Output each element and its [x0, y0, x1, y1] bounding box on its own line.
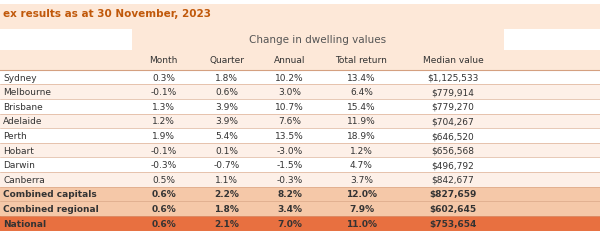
Text: -0.3%: -0.3%: [277, 175, 302, 184]
Text: Sydney: Sydney: [3, 73, 37, 82]
Text: 1.2%: 1.2%: [152, 117, 175, 126]
Text: 1.1%: 1.1%: [215, 175, 238, 184]
FancyBboxPatch shape: [0, 70, 600, 85]
Text: Melbourne: Melbourne: [3, 88, 51, 97]
FancyBboxPatch shape: [0, 85, 600, 100]
Text: $1,125,533: $1,125,533: [427, 73, 479, 82]
Text: ex results as at 30 November, 2023: ex results as at 30 November, 2023: [3, 9, 211, 19]
Text: 7.9%: 7.9%: [349, 204, 374, 213]
Text: Median value: Median value: [422, 56, 484, 65]
Text: 1.8%: 1.8%: [214, 204, 239, 213]
Text: Adelaide: Adelaide: [3, 117, 43, 126]
Text: Combined regional: Combined regional: [3, 204, 99, 213]
Text: 11.0%: 11.0%: [346, 219, 377, 228]
Text: 6.4%: 6.4%: [350, 88, 373, 97]
Text: -0.7%: -0.7%: [214, 161, 239, 170]
Text: 18.9%: 18.9%: [347, 131, 376, 140]
FancyBboxPatch shape: [0, 216, 600, 231]
Text: Quarter: Quarter: [209, 56, 244, 65]
Text: Darwin: Darwin: [3, 161, 35, 170]
Text: $842,677: $842,677: [431, 175, 475, 184]
Text: Canberra: Canberra: [3, 175, 45, 184]
FancyBboxPatch shape: [0, 158, 600, 172]
Text: Month: Month: [149, 56, 178, 65]
Text: 10.7%: 10.7%: [275, 102, 304, 111]
Text: 2.1%: 2.1%: [214, 219, 239, 228]
Text: 7.6%: 7.6%: [278, 117, 301, 126]
Text: 12.0%: 12.0%: [346, 190, 377, 199]
Text: $646,520: $646,520: [431, 131, 475, 140]
Text: -0.3%: -0.3%: [151, 161, 176, 170]
Text: $496,792: $496,792: [431, 161, 475, 170]
Text: 3.9%: 3.9%: [215, 102, 238, 111]
FancyBboxPatch shape: [0, 51, 600, 70]
Text: Annual: Annual: [274, 56, 305, 65]
Text: 1.3%: 1.3%: [152, 102, 175, 111]
FancyBboxPatch shape: [132, 30, 504, 51]
Text: 1.8%: 1.8%: [215, 73, 238, 82]
Text: Hobart: Hobart: [3, 146, 34, 155]
Text: -3.0%: -3.0%: [277, 146, 302, 155]
Text: 2.2%: 2.2%: [214, 190, 239, 199]
Text: $779,270: $779,270: [431, 102, 475, 111]
Text: 0.3%: 0.3%: [152, 73, 175, 82]
Text: 15.4%: 15.4%: [347, 102, 376, 111]
Text: 8.2%: 8.2%: [277, 190, 302, 199]
Text: Perth: Perth: [3, 131, 27, 140]
FancyBboxPatch shape: [0, 5, 600, 30]
Text: 10.2%: 10.2%: [275, 73, 304, 82]
Text: Brisbane: Brisbane: [3, 102, 43, 111]
Text: -1.5%: -1.5%: [277, 161, 302, 170]
Text: Total return: Total return: [335, 56, 388, 65]
Text: 0.1%: 0.1%: [215, 146, 238, 155]
Text: 3.0%: 3.0%: [278, 88, 301, 97]
FancyBboxPatch shape: [0, 201, 600, 216]
Text: National: National: [3, 219, 46, 228]
Text: 5.4%: 5.4%: [215, 131, 238, 140]
Text: 0.5%: 0.5%: [152, 175, 175, 184]
FancyBboxPatch shape: [0, 129, 600, 143]
Text: 1.9%: 1.9%: [152, 131, 175, 140]
Text: 3.7%: 3.7%: [350, 175, 373, 184]
Text: 0.6%: 0.6%: [151, 204, 176, 213]
Text: 4.7%: 4.7%: [350, 161, 373, 170]
FancyBboxPatch shape: [0, 172, 600, 187]
Text: -0.1%: -0.1%: [151, 146, 176, 155]
FancyBboxPatch shape: [0, 187, 600, 201]
Text: 3.9%: 3.9%: [215, 117, 238, 126]
Text: 13.5%: 13.5%: [275, 131, 304, 140]
Text: Change in dwelling values: Change in dwelling values: [250, 35, 386, 45]
FancyBboxPatch shape: [0, 100, 600, 114]
FancyBboxPatch shape: [0, 143, 600, 158]
Text: $827,659: $827,659: [430, 190, 476, 199]
Text: 7.0%: 7.0%: [277, 219, 302, 228]
Text: $602,645: $602,645: [430, 204, 476, 213]
Text: $704,267: $704,267: [431, 117, 475, 126]
Text: Combined capitals: Combined capitals: [3, 190, 97, 199]
Text: 11.9%: 11.9%: [347, 117, 376, 126]
Text: 0.6%: 0.6%: [151, 219, 176, 228]
Text: 3.4%: 3.4%: [277, 204, 302, 213]
Text: $753,654: $753,654: [430, 219, 476, 228]
Text: 1.2%: 1.2%: [350, 146, 373, 155]
Text: $779,914: $779,914: [431, 88, 475, 97]
FancyBboxPatch shape: [0, 114, 600, 129]
Text: 13.4%: 13.4%: [347, 73, 376, 82]
Text: 0.6%: 0.6%: [151, 190, 176, 199]
Text: -0.1%: -0.1%: [151, 88, 176, 97]
Text: 0.6%: 0.6%: [215, 88, 238, 97]
Text: $656,568: $656,568: [431, 146, 475, 155]
